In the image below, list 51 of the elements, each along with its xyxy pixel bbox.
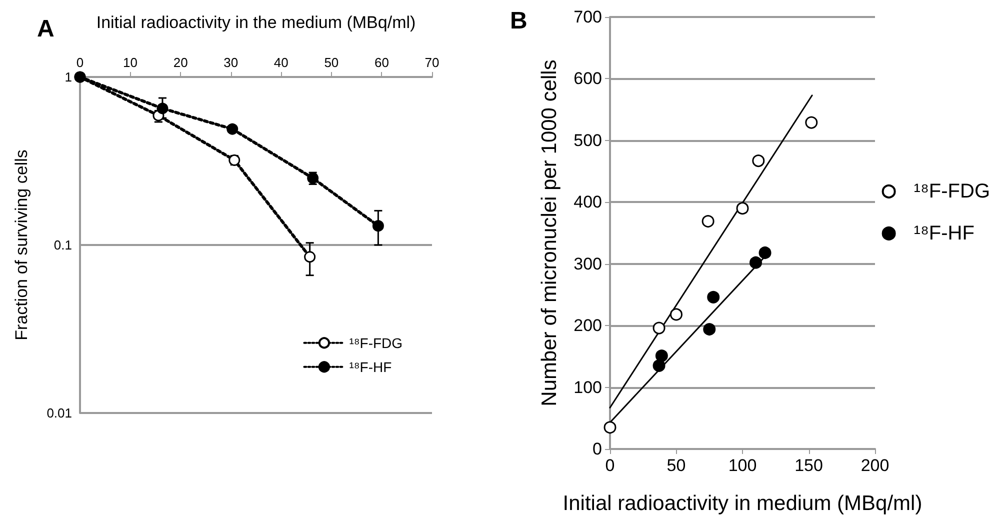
point: [750, 256, 762, 269]
y-tick-label: 0.01: [46, 406, 72, 420]
point: [736, 202, 749, 215]
point: [655, 350, 668, 362]
y-tick-label: 400: [574, 192, 602, 212]
point: [304, 251, 316, 263]
y-tick-label: 500: [574, 130, 602, 150]
y-tick-label: 1: [64, 70, 72, 84]
point: [805, 116, 818, 129]
legend-label: ¹⁸F-FDG: [349, 334, 403, 351]
x-tick-label: 0: [76, 55, 84, 70]
point: [707, 290, 720, 304]
x-tick-label: 60: [374, 55, 389, 70]
point: [372, 220, 384, 232]
point: [652, 359, 666, 372]
x-tick-label: 40: [274, 55, 288, 70]
y-tick-label: 0: [592, 440, 602, 458]
y-tick-label: 300: [574, 254, 602, 274]
y-tick-label: 700: [574, 8, 602, 26]
x-tick-label: 20: [173, 55, 188, 70]
point: [226, 123, 238, 135]
x-tick-label: 100: [728, 456, 757, 475]
x-tick-label: 150: [794, 456, 823, 475]
x-tick-label: 200: [860, 456, 890, 475]
point: [703, 323, 716, 336]
x-tick-label: 50: [666, 456, 686, 475]
legend-label: ¹⁸F-HF: [914, 222, 974, 244]
x-axis-title: Initial radioactivity in medium (MBq/ml): [562, 492, 922, 515]
legend-label: ¹⁸F-HF: [349, 358, 392, 375]
y-tick-label: 200: [574, 316, 602, 336]
point: [604, 421, 616, 434]
point: [702, 215, 714, 228]
x-tick-label: 30: [224, 55, 238, 70]
chart-title: A: [37, 16, 54, 42]
y-tick-label: 0.1: [54, 238, 72, 252]
point: [670, 308, 682, 321]
chart-title: B: [510, 8, 528, 34]
y-axis-title: Number of micronuclei per 1000 cells: [538, 60, 561, 406]
point: [758, 246, 772, 259]
x-axis-title: Initial radioactivity in the medium (MBq/ml): [96, 13, 416, 32]
point: [752, 154, 765, 168]
y-tick-label: 100: [574, 378, 602, 397]
point: [652, 322, 666, 334]
x-tick-label: 70: [424, 55, 440, 70]
x-tick-label: 10: [123, 55, 138, 70]
legend-label: ¹⁸F-FDG: [914, 180, 990, 202]
x-tick-label: 0: [605, 456, 615, 475]
y-tick-label: 600: [574, 69, 602, 88]
x-tick-label: 50: [324, 55, 339, 70]
point: [156, 102, 168, 114]
y-axis-title: Fraction of surviving cells: [12, 150, 31, 340]
